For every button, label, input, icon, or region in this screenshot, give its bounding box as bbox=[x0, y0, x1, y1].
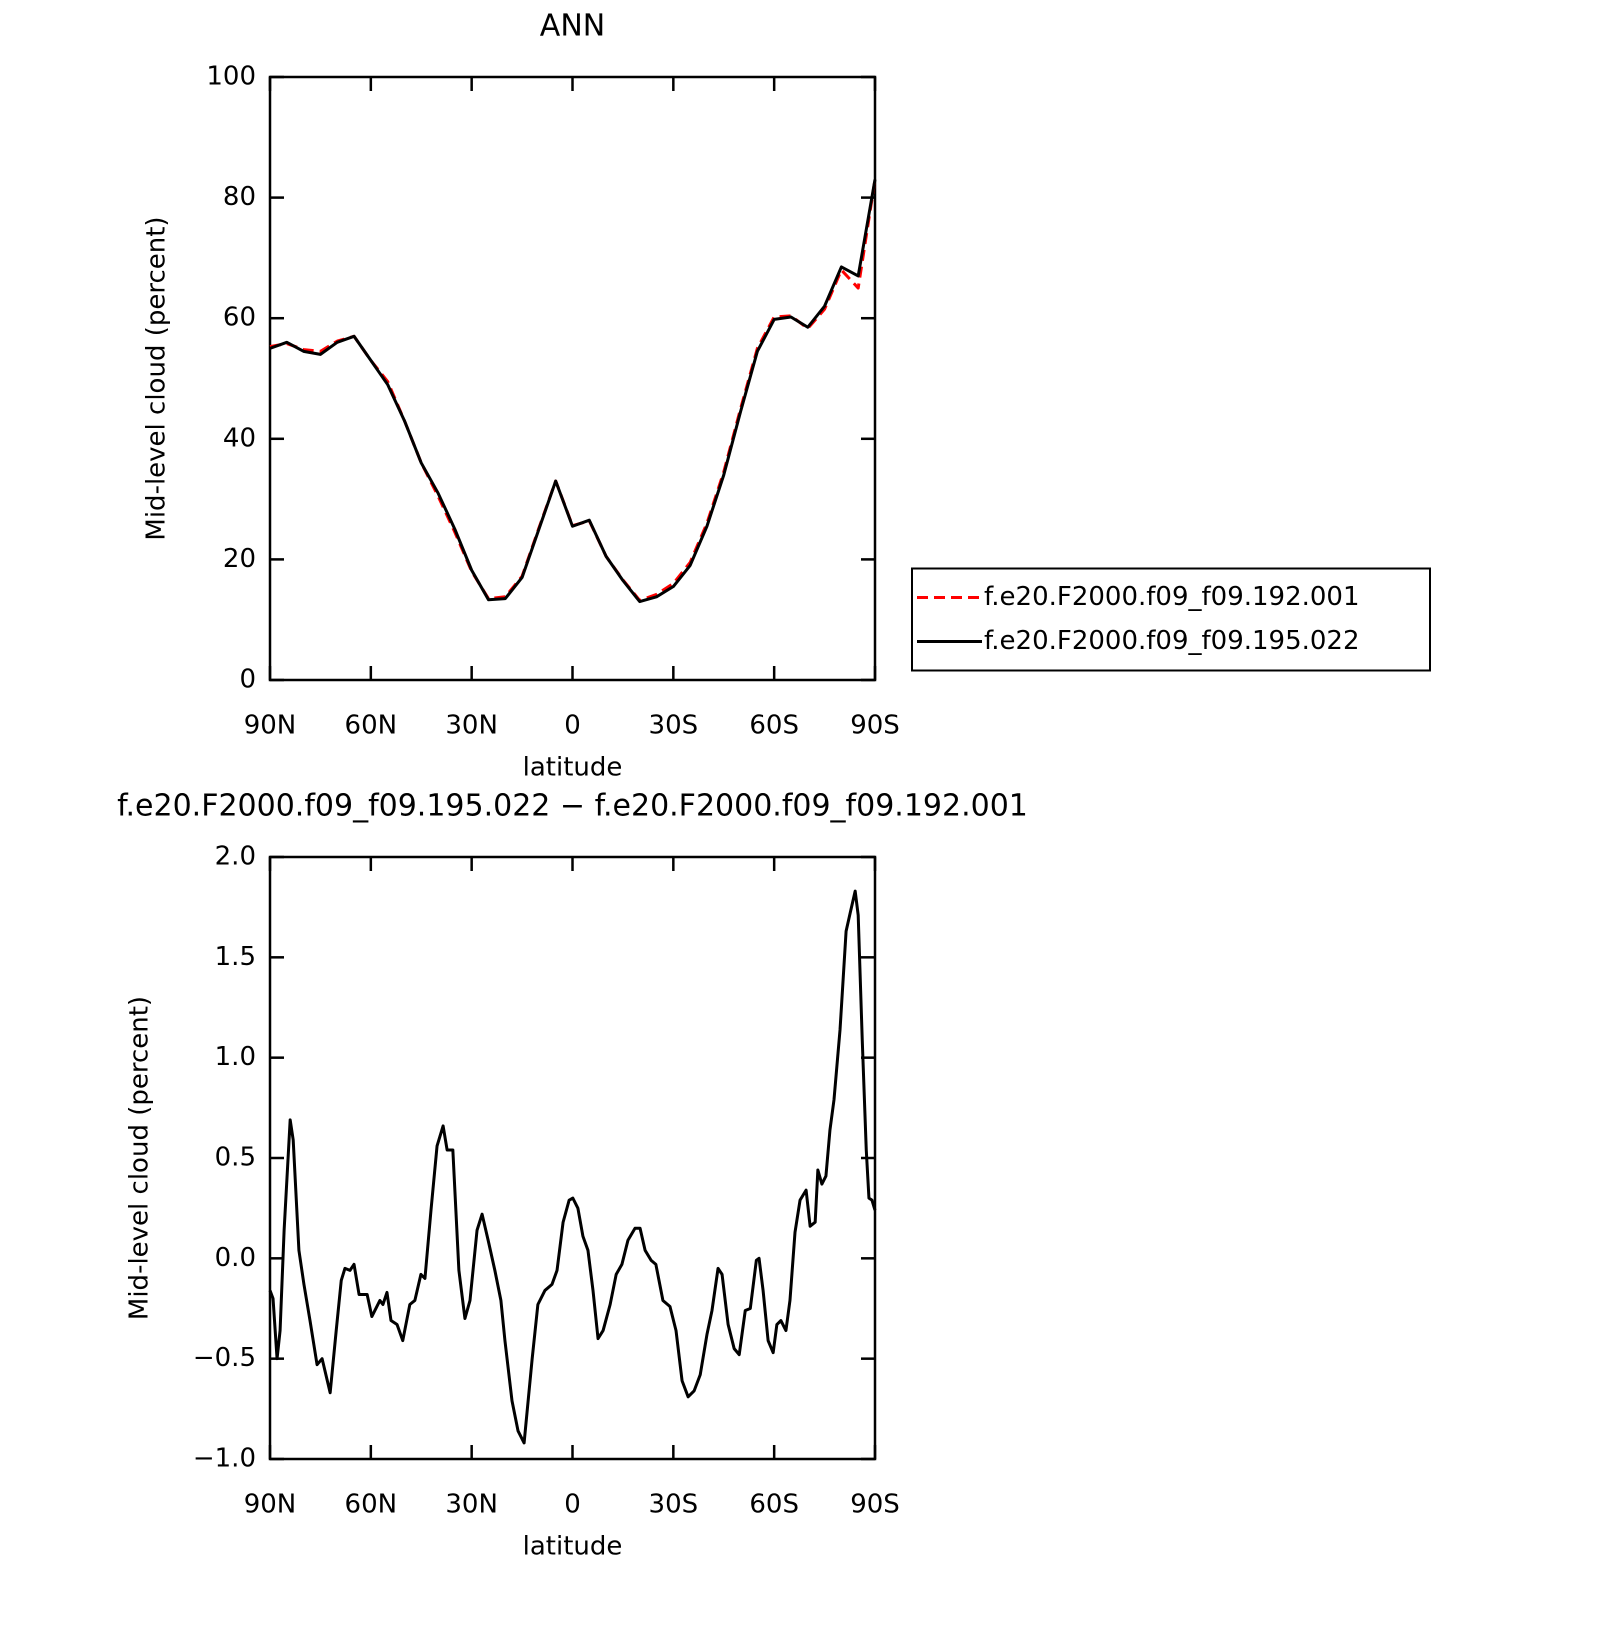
x-tick-label: 30S bbox=[649, 711, 699, 741]
x-tick-label: 90N bbox=[244, 711, 297, 741]
plot-frame bbox=[268, 855, 877, 1461]
x-tick-label: 30N bbox=[445, 711, 498, 741]
data-line bbox=[269, 179, 877, 604]
x-tick-label: 60N bbox=[345, 1490, 398, 1520]
x-tick-label: 0 bbox=[564, 711, 581, 741]
x-tick-label: 60N bbox=[345, 711, 398, 741]
y-tick-label: −1.0 bbox=[193, 1444, 256, 1474]
x-tick-label: 90S bbox=[850, 711, 900, 741]
legend-label: f.e20.F2000.f09_f09.195.022 bbox=[984, 626, 1360, 656]
y-tick-label: 0.5 bbox=[215, 1143, 256, 1173]
y-tick-label: 1.5 bbox=[215, 942, 256, 972]
y-tick-label: 1.0 bbox=[215, 1042, 256, 1072]
x-tick-label: 30N bbox=[445, 1490, 498, 1520]
y-tick-label: 20 bbox=[223, 544, 256, 574]
x-tick-label: 60S bbox=[749, 711, 799, 741]
x-axis-label: latitude bbox=[523, 753, 623, 783]
x-tick-label: 0 bbox=[564, 1490, 581, 1520]
x-axis-label: latitude bbox=[523, 1532, 623, 1562]
y-tick-label: 0.0 bbox=[215, 1243, 256, 1273]
y-tick-label: 2.0 bbox=[215, 842, 256, 872]
y-tick-label: 40 bbox=[223, 423, 256, 453]
x-tick-label: 90N bbox=[244, 1490, 297, 1520]
y-axis-label: Mid-level cloud (percent) bbox=[125, 996, 155, 1320]
y-axis-label: Mid-level cloud (percent) bbox=[142, 216, 172, 540]
y-tick-label: 60 bbox=[223, 303, 256, 333]
data-line bbox=[268, 889, 877, 1445]
y-tick-label: 100 bbox=[206, 62, 256, 92]
x-tick-label: 90S bbox=[850, 1490, 900, 1520]
y-tick-label: 0 bbox=[239, 665, 256, 695]
x-tick-label: 30S bbox=[649, 1490, 699, 1520]
legend-label: f.e20.F2000.f09_f09.192.001 bbox=[984, 582, 1360, 612]
x-tick-label: 60S bbox=[749, 1490, 799, 1520]
chart-title: ANN bbox=[540, 9, 605, 44]
y-tick-label: −0.5 bbox=[193, 1343, 256, 1373]
plot-frame bbox=[268, 75, 877, 682]
data-line bbox=[269, 179, 877, 602]
chart-title: f.e20.F2000.f09_f09.195.022 − f.e20.F200… bbox=[117, 789, 1028, 824]
legend-box bbox=[911, 567, 1431, 672]
y-tick-label: 80 bbox=[223, 182, 256, 212]
